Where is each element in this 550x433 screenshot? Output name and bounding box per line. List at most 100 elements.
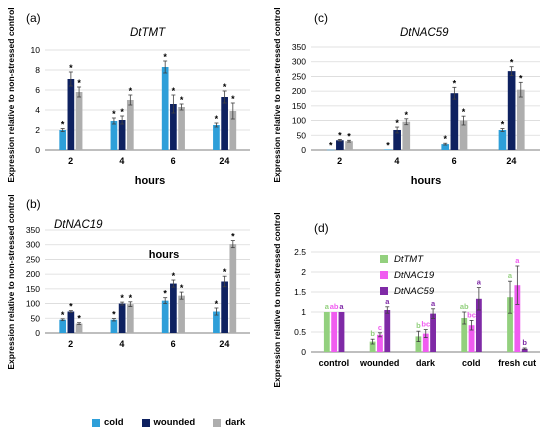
y-tick-label: 350 — [292, 42, 306, 52]
data-label: a — [385, 297, 390, 306]
legend-swatch-cold — [92, 418, 100, 427]
bar-cold — [498, 129, 507, 150]
bar-dark — [178, 107, 185, 150]
x-tick-label: 6 — [452, 156, 457, 166]
bar-DtTMT — [415, 336, 422, 352]
data-label: * — [172, 86, 176, 96]
y-tick-label: 10 — [31, 45, 41, 55]
data-label: * — [215, 114, 219, 124]
data-label: * — [120, 107, 124, 117]
y-tick-label: 6 — [35, 85, 40, 95]
data-label: bc — [467, 310, 476, 319]
data-label: * — [172, 271, 176, 281]
data-label: a — [325, 302, 330, 311]
bar-DtNAC19 — [468, 325, 475, 352]
bar-dark — [75, 323, 83, 333]
data-label: * — [129, 86, 133, 96]
x-tick-label: 2 — [68, 156, 73, 166]
bar-cold — [161, 300, 169, 333]
bar-wounded — [67, 311, 75, 333]
data-label: * — [231, 232, 235, 242]
bar-wounded — [170, 283, 177, 333]
bar-wounded — [221, 281, 228, 333]
data-label: a — [515, 256, 520, 265]
bar-dark — [516, 89, 525, 150]
x-axis-title: hours — [149, 249, 180, 261]
y-tick-label: 200 — [26, 269, 40, 279]
bar-DtNAC19 — [514, 285, 521, 352]
bar-dark — [345, 141, 353, 150]
data-label: b — [416, 321, 421, 330]
data-label: * — [215, 299, 219, 309]
legend-label-wounded: wounded — [153, 417, 196, 428]
bar-wounded — [221, 97, 228, 150]
bar-DtTMT — [507, 297, 513, 352]
data-label: * — [405, 110, 409, 120]
y-tick-label: 100 — [26, 299, 40, 309]
x-tick-label: 2 — [68, 339, 73, 349]
data-label: * — [223, 82, 227, 92]
data-label: b — [522, 338, 527, 347]
bar-wounded — [118, 303, 126, 333]
data-label: ab — [330, 302, 339, 311]
data-label: b — [370, 329, 375, 338]
gene-title: DtTMT — [130, 27, 166, 39]
bar-DtNAC19 — [422, 333, 429, 352]
legend-label-cold: cold — [104, 417, 124, 428]
x-tick-label: 4 — [119, 339, 124, 349]
bar-dark — [402, 121, 411, 150]
data-label: bc — [421, 320, 430, 329]
bar-dark — [126, 304, 134, 333]
y-tick-label: 50 — [297, 130, 307, 140]
data-label: * — [395, 118, 399, 128]
legend-swatch-dark — [213, 418, 222, 427]
bar-wounded — [118, 120, 126, 150]
legend-label-DtNAC19: DtNAC19 — [394, 270, 435, 281]
legend-label-dark: dark — [225, 417, 246, 428]
legend-swatch-DtNAC19 — [380, 271, 388, 279]
legend-item-cold: cold — [92, 417, 124, 428]
data-label: * — [462, 107, 466, 117]
y-tick-label: 8 — [35, 65, 40, 75]
bar-cold — [161, 67, 169, 150]
bar-wounded — [507, 71, 516, 150]
bar-wounded — [67, 79, 75, 150]
bar-cold — [384, 149, 392, 150]
y-tick-label: 1.5 — [294, 287, 306, 297]
data-label: * — [443, 134, 447, 144]
x-tick-label: wounded — [359, 358, 400, 368]
y-tick-label: 2.5 — [294, 247, 306, 257]
data-label: * — [386, 140, 390, 150]
bar-DtTMT — [323, 312, 330, 352]
bar-cold — [326, 149, 335, 151]
data-label: * — [129, 293, 133, 303]
bar-cold — [110, 319, 118, 333]
data-label: * — [501, 120, 505, 130]
y-tick-label: 50 — [31, 313, 41, 323]
data-label: * — [519, 73, 523, 83]
x-tick-label: 24 — [219, 156, 229, 166]
y-tick-label: 1 — [301, 307, 306, 317]
x-tick-label: 4 — [119, 156, 124, 166]
legend-item-wounded: wounded — [141, 417, 196, 428]
data-label: * — [69, 302, 73, 312]
legend-swatch-DtNAC59 — [380, 287, 388, 295]
x-tick-label: control — [319, 358, 350, 368]
data-label: * — [329, 141, 333, 151]
panel-label: (b) — [26, 197, 41, 211]
data-label: * — [61, 310, 65, 320]
legend-item-dark: dark — [213, 417, 245, 428]
y-tick-label: 4 — [35, 105, 40, 115]
data-label: * — [61, 120, 65, 130]
y-tick-label: 150 — [292, 101, 306, 111]
bar-dark — [75, 92, 83, 150]
data-label: ab — [460, 302, 469, 311]
x-tick-label: cold — [462, 358, 481, 368]
bar-cold — [59, 130, 67, 150]
legend: cold wounded dark — [92, 417, 245, 428]
bar-wounded — [336, 140, 344, 150]
bar-DtTMT — [461, 318, 468, 352]
y-tick-label: 150 — [26, 284, 40, 294]
